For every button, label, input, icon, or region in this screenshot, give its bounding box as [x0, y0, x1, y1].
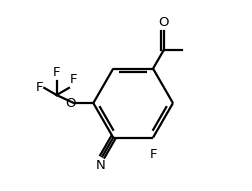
- Text: F: F: [149, 148, 156, 161]
- Text: F: F: [70, 73, 77, 86]
- Text: F: F: [35, 81, 43, 94]
- Text: O: O: [65, 97, 75, 110]
- Text: F: F: [53, 66, 60, 79]
- Text: O: O: [158, 16, 169, 29]
- Text: N: N: [95, 159, 105, 172]
